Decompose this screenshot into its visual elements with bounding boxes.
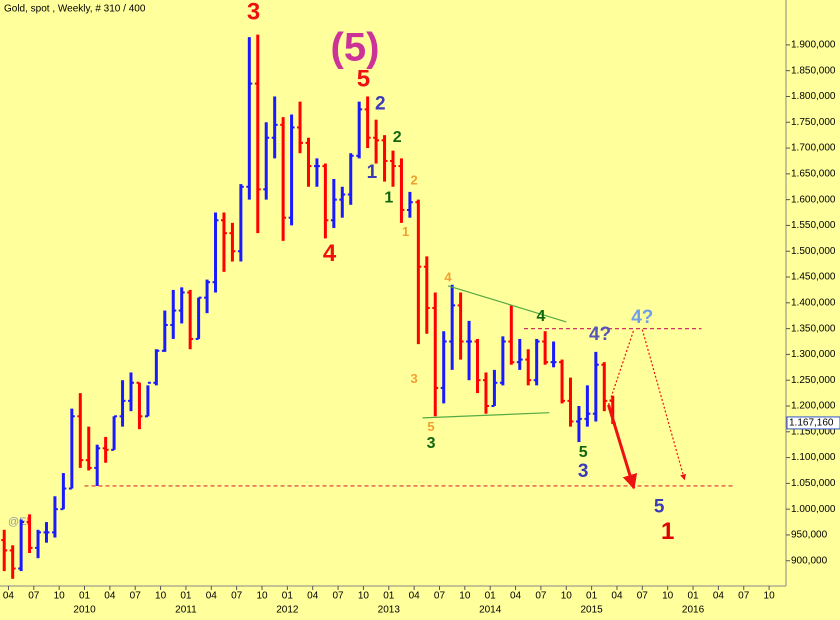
x-tick-label: 07: [637, 591, 649, 602]
year-label: 2014: [479, 605, 502, 616]
x-tick-label: 04: [307, 591, 319, 602]
y-tick-label: 950,000: [791, 530, 828, 541]
x-tick-label: 04: [611, 591, 623, 602]
wave-label: 4: [444, 269, 452, 284]
y-tick-label: 1.000,000: [791, 504, 836, 515]
wave-label: 4: [536, 308, 545, 325]
y-tick-label: 1.350,000: [791, 323, 836, 334]
x-tick-label: 04: [409, 591, 421, 602]
x-tick-label: 01: [180, 591, 192, 602]
chart-title: Gold, spot , Weekly, # 310 / 400: [4, 4, 146, 15]
wave-label: 4: [323, 240, 337, 267]
year-label: 2010: [73, 605, 96, 616]
year-label: 2012: [276, 605, 299, 616]
y-tick-label: 1.750,000: [791, 117, 836, 128]
year-label: 2011: [175, 605, 197, 616]
trend-line: [447, 285, 567, 323]
y-tick-label: 1.250,000: [791, 375, 836, 386]
year-label: 2016: [682, 605, 705, 616]
wave-label: 1: [367, 162, 378, 183]
trend-line: [641, 329, 687, 481]
x-tick-label: 10: [358, 591, 370, 602]
x-tick-label: 01: [586, 591, 598, 602]
y-tick-label: 900,000: [791, 555, 828, 566]
wave-label: 1: [402, 224, 409, 239]
x-tick-label: 07: [130, 591, 142, 602]
x-tick-label: 04: [510, 591, 522, 602]
y-tick-label: 1.850,000: [791, 65, 836, 76]
wave-label: (5): [331, 26, 380, 70]
x-tick-label: 07: [28, 591, 40, 602]
y-tick-label: 1.600,000: [791, 194, 836, 205]
y-tick-label: 1.200,000: [791, 401, 836, 412]
y-tick-label: 1.550,000: [791, 220, 836, 231]
wave-label: 2: [411, 173, 418, 188]
y-tick-label: 1.700,000: [791, 143, 836, 154]
x-tick-label: 04: [3, 591, 15, 602]
wave-label: 1: [661, 518, 674, 545]
y-tick-label: 1.500,000: [791, 246, 836, 257]
x-tick-label: 01: [383, 591, 395, 602]
wave-label: 3: [578, 461, 589, 482]
x-tick-label: 07: [333, 591, 345, 602]
last-price-box: [786, 416, 840, 430]
y-tick-label: 1.400,000: [791, 297, 836, 308]
x-tick-label: 07: [434, 591, 446, 602]
x-tick-label: 10: [54, 591, 66, 602]
wave-label: 3: [427, 435, 436, 452]
wave-label: 5: [427, 419, 434, 434]
y-tick-label: 1.100,000: [791, 452, 836, 463]
y-tick-label: 1.800,000: [791, 91, 836, 102]
last-price-label: 1.167,160: [789, 418, 834, 429]
y-tick-label: 1.650,000: [791, 168, 836, 179]
x-tick-label: 10: [155, 591, 167, 602]
y-tick-label: 1.300,000: [791, 349, 836, 360]
wave-label: 2: [393, 129, 402, 146]
y-tick-label: 1.050,000: [791, 478, 836, 489]
wave-label: 3: [411, 371, 418, 386]
wave-label: 4?: [589, 324, 611, 345]
x-tick-label: 01: [79, 591, 91, 602]
year-label: 2015: [580, 605, 603, 616]
wave-label: 5: [654, 497, 665, 518]
x-tick-label: 07: [231, 591, 243, 602]
x-tick-label: 04: [104, 591, 116, 602]
y-tick-label: 1.150,000: [791, 426, 836, 437]
x-tick-label: 01: [687, 591, 699, 602]
trend-line: [422, 412, 550, 419]
wave-label: 5: [357, 65, 370, 92]
x-tick-label: 04: [206, 591, 218, 602]
wave-label: 1: [384, 189, 393, 206]
y-tick-label: 1.450,000: [791, 272, 836, 283]
x-tick-label: 10: [662, 591, 674, 602]
x-tick-label: 04: [713, 591, 725, 602]
x-tick-label: 07: [535, 591, 547, 602]
x-tick-label: 07: [738, 591, 750, 602]
year-label: 2013: [378, 605, 401, 616]
wave-label: 4?: [631, 307, 653, 328]
wave-label: 3: [247, 0, 260, 25]
y-tick-label: 1.900,000: [791, 40, 836, 51]
wave-label: 2: [375, 94, 386, 115]
x-tick-label: 10: [764, 591, 776, 602]
x-tick-label: 10: [256, 591, 268, 602]
x-tick-label: 10: [459, 591, 471, 602]
x-tick-label: 01: [485, 591, 497, 602]
trend-line: [607, 404, 638, 490]
x-tick-label: 10: [561, 591, 573, 602]
x-tick-label: 01: [282, 591, 294, 602]
wave-label: 5: [579, 444, 588, 461]
trend-line: [607, 329, 635, 406]
